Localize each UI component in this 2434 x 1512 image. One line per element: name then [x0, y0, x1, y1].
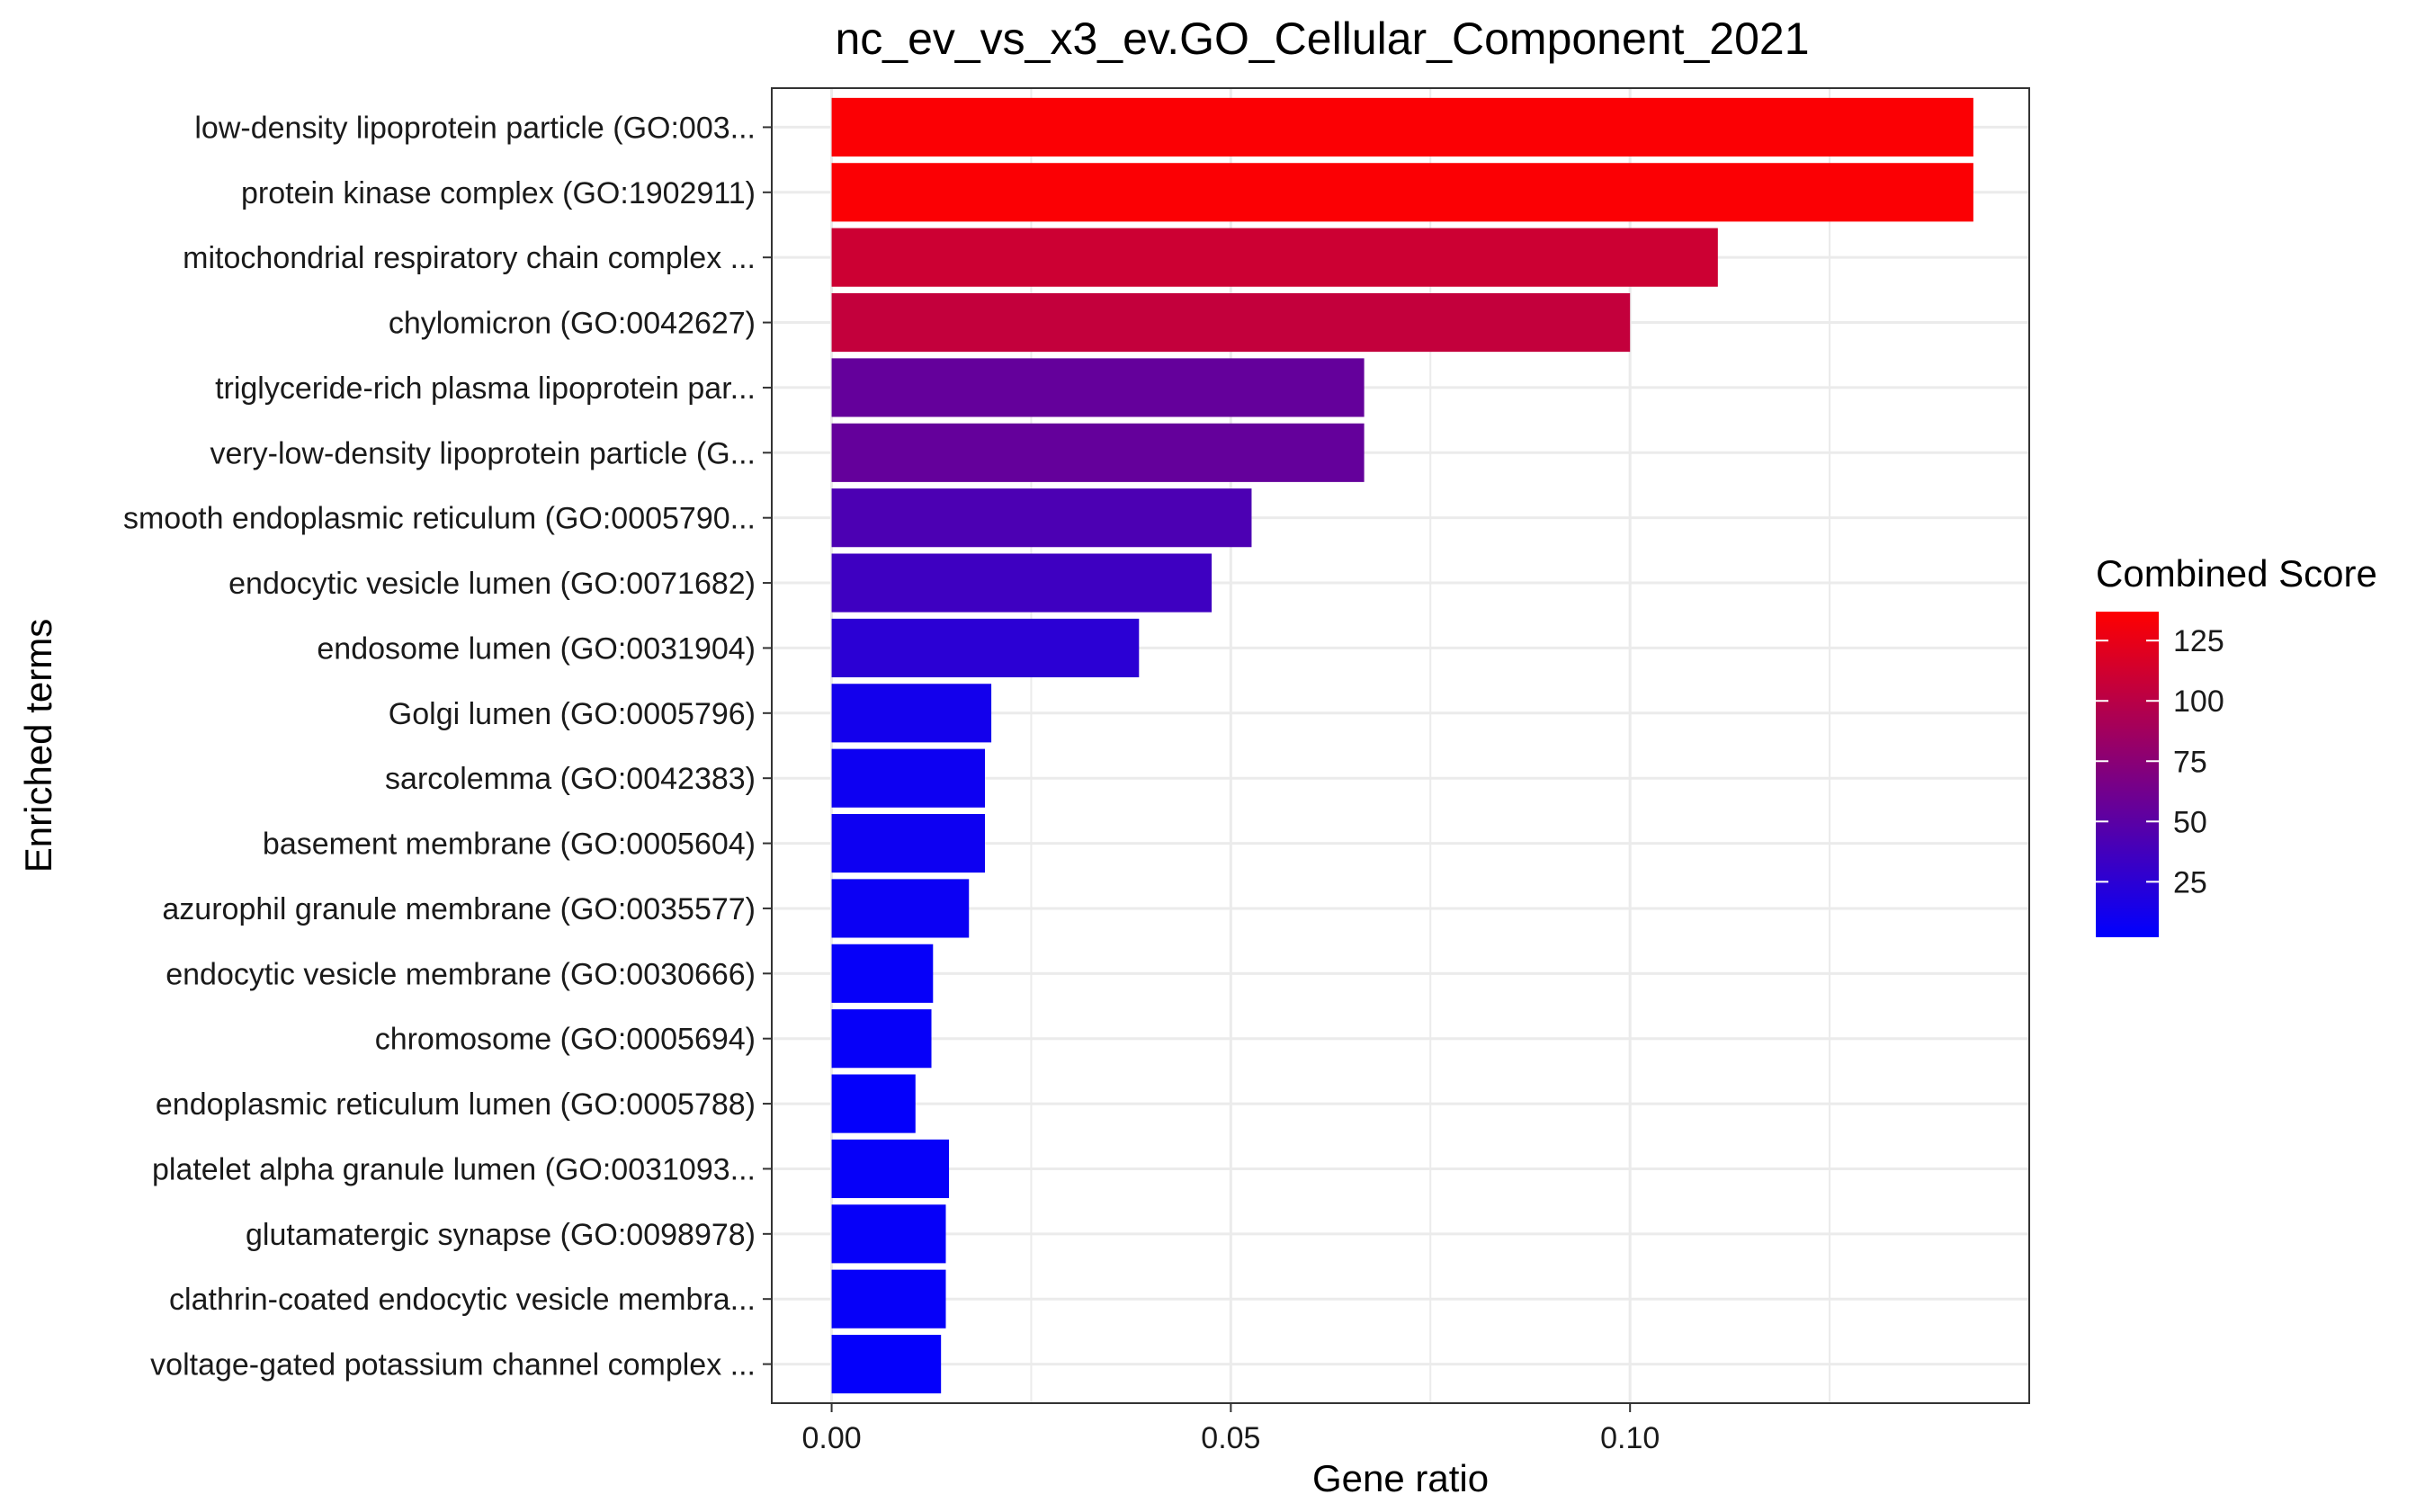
y-tick-label: very-low-density lipoprotein particle (G…	[210, 436, 756, 470]
bar	[831, 944, 934, 1003]
y-tick-label: clathrin-coated endocytic vesicle membra…	[169, 1283, 756, 1317]
y-tick-label: triglyceride-rich plasma lipoprotein par…	[215, 371, 756, 406]
y-tick-label: glutamatergic synapse (GO:0098978)	[246, 1218, 756, 1252]
bar	[831, 618, 1140, 678]
legend-colorbar	[2096, 612, 2159, 937]
y-tick-label: chylomicron (GO:0042627)	[389, 307, 756, 341]
bar	[831, 488, 1252, 548]
legend-tick-label: 50	[2173, 805, 2207, 839]
bars	[831, 97, 1973, 1394]
x-tick-label: 0.10	[1600, 1421, 1660, 1455]
y-tick-label: Golgi lumen (GO:0005796)	[389, 697, 756, 731]
y-tick-label: endosome lumen (GO:0031904)	[317, 631, 756, 666]
bar	[831, 1074, 916, 1133]
bar	[831, 1204, 946, 1264]
y-tick-label: endocytic vesicle membrane (GO:0030666)	[166, 957, 756, 991]
legend-ticks: 25 50 75 100 125	[2096, 624, 2224, 899]
chart-title: nc_ev_vs_x3_ev.GO_Cellular_Component_202…	[835, 13, 1809, 64]
legend-title: Combined Score	[2096, 552, 2377, 595]
x-tick-label: 0.05	[1201, 1421, 1260, 1455]
bar	[831, 163, 1973, 222]
legend-tick-label: 100	[2173, 684, 2224, 719]
y-tick-label: azurophil granule membrane (GO:0035577)	[162, 892, 756, 926]
y-tick-label: endocytic vesicle lumen (GO:0071682)	[228, 567, 756, 601]
y-tick-label: chromosome (GO:0005694)	[375, 1023, 756, 1057]
y-tick-label: smooth endoplasmic reticulum (GO:0005790…	[123, 502, 756, 536]
legend-tick-label: 25	[2173, 865, 2207, 899]
bar	[831, 1335, 942, 1394]
color-legend: Combined Score 25 50 75 100 125	[2096, 552, 2377, 937]
x-tick-label: 0.00	[801, 1421, 861, 1455]
y-tick-label: endoplasmic reticulum lumen (GO:0005788)	[156, 1087, 756, 1122]
y-tick-label: mitochondrial respiratory chain complex …	[183, 241, 756, 275]
x-axis-title: Gene ratio	[1312, 1457, 1489, 1499]
bar	[831, 684, 992, 743]
y-tick-label: sarcolemma (GO:0042383)	[385, 762, 756, 796]
bar	[831, 1269, 946, 1329]
y-tick-label: platelet alpha granule lumen (GO:0031093…	[152, 1152, 756, 1186]
y-tick-label: low-density lipoprotein particle (GO:003…	[194, 111, 756, 145]
bar	[831, 423, 1365, 482]
y-tick-label: protein kinase complex (GO:1902911)	[241, 176, 756, 210]
legend-tick-label: 75	[2173, 745, 2207, 779]
bar	[831, 358, 1365, 417]
y-tick-labels: low-density lipoprotein particle (GO:003…	[123, 111, 772, 1382]
bar	[831, 748, 985, 808]
y-tick-label: basement membrane (GO:0005604)	[263, 828, 756, 862]
x-ticks: 0.00 0.05 0.10	[801, 1403, 1660, 1455]
bar	[831, 813, 985, 873]
bar	[831, 879, 970, 938]
y-axis-title: Enriched terms	[17, 619, 59, 872]
legend-tick-label: 125	[2173, 624, 2224, 658]
bar	[831, 97, 1973, 157]
bar	[831, 1009, 932, 1069]
bar	[831, 228, 1718, 287]
bar	[831, 553, 1213, 613]
plot-border	[771, 87, 2030, 1404]
bar	[831, 292, 1631, 353]
bar	[831, 1139, 950, 1199]
y-tick-label: voltage-gated potassium channel complex …	[150, 1348, 756, 1382]
